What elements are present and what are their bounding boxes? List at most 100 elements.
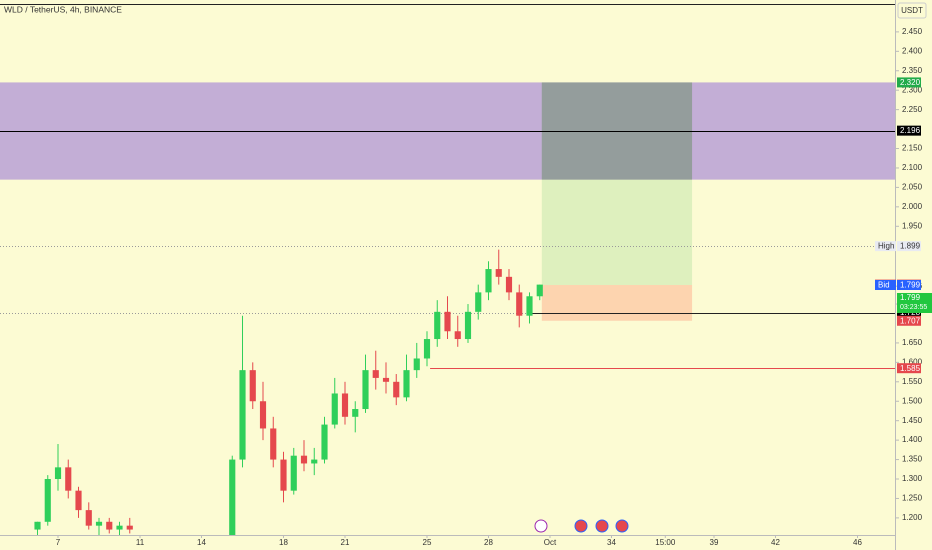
currency-label[interactable]: USDT	[901, 6, 923, 15]
position-target	[541, 82, 693, 285]
candle-body	[311, 459, 318, 464]
candle-body	[495, 269, 502, 277]
price-label-box	[897, 125, 921, 136]
candle-body	[259, 401, 267, 429]
x-tick-label: 39	[710, 538, 719, 547]
price-label-box	[897, 315, 921, 326]
candle-body	[75, 490, 82, 511]
last-price: 1.799	[900, 293, 921, 302]
x-tick-label: 15:00	[655, 538, 676, 547]
y-tick-label: 1.650	[902, 338, 923, 347]
price-tag-box	[875, 241, 896, 252]
position-stop	[541, 284, 693, 321]
x-tick-label: 7	[56, 538, 61, 547]
event-icon[interactable]	[615, 519, 629, 533]
y-tick-label: 1.350	[902, 455, 923, 464]
y-tick-label: 1.950	[902, 221, 923, 230]
candle-body	[372, 370, 379, 378]
candle-body	[44, 479, 51, 522]
price-label-box	[897, 279, 921, 290]
candle-body	[454, 331, 461, 340]
y-tick-label: 1.500	[902, 396, 923, 405]
x-tick-label: 46	[853, 538, 862, 547]
candle-body	[352, 409, 359, 417]
price-label-box	[897, 363, 921, 374]
candle-body	[362, 370, 369, 410]
x-tick-label: 25	[423, 538, 432, 547]
candle-body	[475, 292, 482, 312]
chart-title: WLD / TetherUS, 4h, BINANCE	[4, 4, 122, 14]
candle-body	[485, 269, 492, 293]
event-icons	[534, 519, 629, 533]
candle-body	[413, 358, 420, 371]
candle-body	[423, 339, 431, 359]
price-label-box	[897, 77, 921, 88]
candle-body	[106, 521, 113, 530]
x-tick-label: 42	[771, 538, 780, 547]
y-tick-label: 1.400	[902, 435, 923, 444]
y-tick-label: 1.300	[902, 474, 923, 483]
x-tick-label: 14	[197, 538, 206, 547]
x-tick-label: 11	[136, 538, 145, 547]
candle-body	[95, 521, 103, 526]
candle-body	[65, 467, 72, 491]
candle-body	[300, 455, 308, 464]
x-tick-label: 28	[484, 538, 493, 547]
price-tag: Bid	[878, 281, 890, 290]
event-icon[interactable]	[574, 519, 588, 533]
candle-body	[116, 525, 123, 530]
y-tick-label: 1.250	[902, 494, 923, 503]
price-label: 1.899	[900, 242, 921, 251]
last-price-box	[897, 292, 932, 313]
x-tick-label: 21	[341, 538, 350, 547]
x-tick-label: 18	[279, 538, 288, 547]
candle-body	[321, 424, 328, 460]
candle-body	[403, 370, 410, 398]
y-tick-label: 1.450	[902, 416, 923, 425]
candle-body	[341, 393, 349, 417]
candle-body	[239, 370, 246, 460]
price-label: 2.196	[900, 126, 921, 135]
price-label: 1.585	[900, 364, 921, 373]
y-tick-label: 2.050	[902, 183, 923, 192]
y-tick-label: 1.550	[902, 377, 923, 386]
candle-body	[290, 455, 297, 491]
candle-body	[126, 525, 133, 530]
price-tag-box	[875, 279, 896, 290]
countdown: 03:23:55	[900, 304, 927, 311]
candle-body	[526, 296, 533, 316]
candle-body	[280, 459, 287, 491]
y-tick-label: 2.150	[902, 144, 923, 153]
price-label: 1.707	[900, 316, 921, 325]
price-label: 2.320	[900, 78, 921, 87]
candle-body	[249, 370, 256, 402]
event-icon[interactable]	[595, 519, 609, 533]
y-tick-label: 2.450	[902, 27, 923, 36]
price-tag: High	[878, 242, 894, 251]
candle-body	[444, 311, 451, 332]
candle-body	[516, 292, 523, 316]
y-tick-label: 1.600	[902, 357, 923, 366]
candle-body	[536, 284, 543, 297]
x-tick-label: 34	[607, 538, 616, 547]
x-tick-label: Oct	[544, 538, 557, 547]
y-tick-label: 2.400	[902, 46, 923, 55]
y-tick-label: 2.250	[902, 105, 923, 114]
y-tick-label: 2.000	[902, 202, 923, 211]
candle-body	[434, 311, 441, 340]
candle-body	[505, 276, 513, 293]
y-tick-label: 2.350	[902, 66, 923, 75]
plot	[0, 82, 895, 535]
candle-body	[34, 521, 41, 530]
candle-body	[393, 381, 400, 398]
event-icon[interactable]	[534, 519, 548, 533]
candle-body	[85, 510, 92, 526]
currency-button[interactable]	[897, 2, 927, 19]
price-label: 1.799	[900, 281, 921, 290]
candle-body	[54, 467, 62, 480]
candle-body	[270, 428, 277, 460]
y-tick-label: 1.200	[902, 513, 923, 522]
y-tick-label: 2.300	[902, 85, 923, 94]
candle-body	[331, 393, 338, 425]
candle-body	[464, 311, 472, 340]
